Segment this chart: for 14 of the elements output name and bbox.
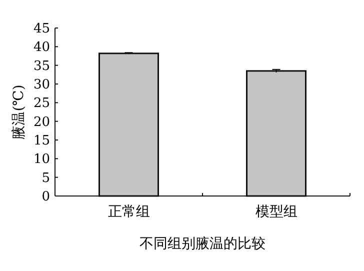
y-tick-label: 5 — [42, 170, 50, 186]
y-tick-label: 0 — [42, 190, 50, 205]
x-tick-label: 正常组 — [108, 204, 150, 220]
y-tick-label: 20 — [33, 114, 50, 130]
y-tick-label: 15 — [33, 134, 50, 149]
y-tick-label: 40 — [33, 40, 50, 56]
y-tick-label: 25 — [33, 96, 50, 112]
y-tick-label: 45 — [33, 22, 50, 37]
y-tick-label: 30 — [33, 78, 50, 93]
text: 不同组别腋温的比较 — [140, 236, 266, 252]
y-tick-label: 35 — [33, 58, 50, 74]
y-axis-title: 腋温(℃) — [10, 84, 27, 140]
y-tick-label: 10 — [33, 152, 50, 168]
x-tick-label: 模型组 — [255, 204, 298, 220]
